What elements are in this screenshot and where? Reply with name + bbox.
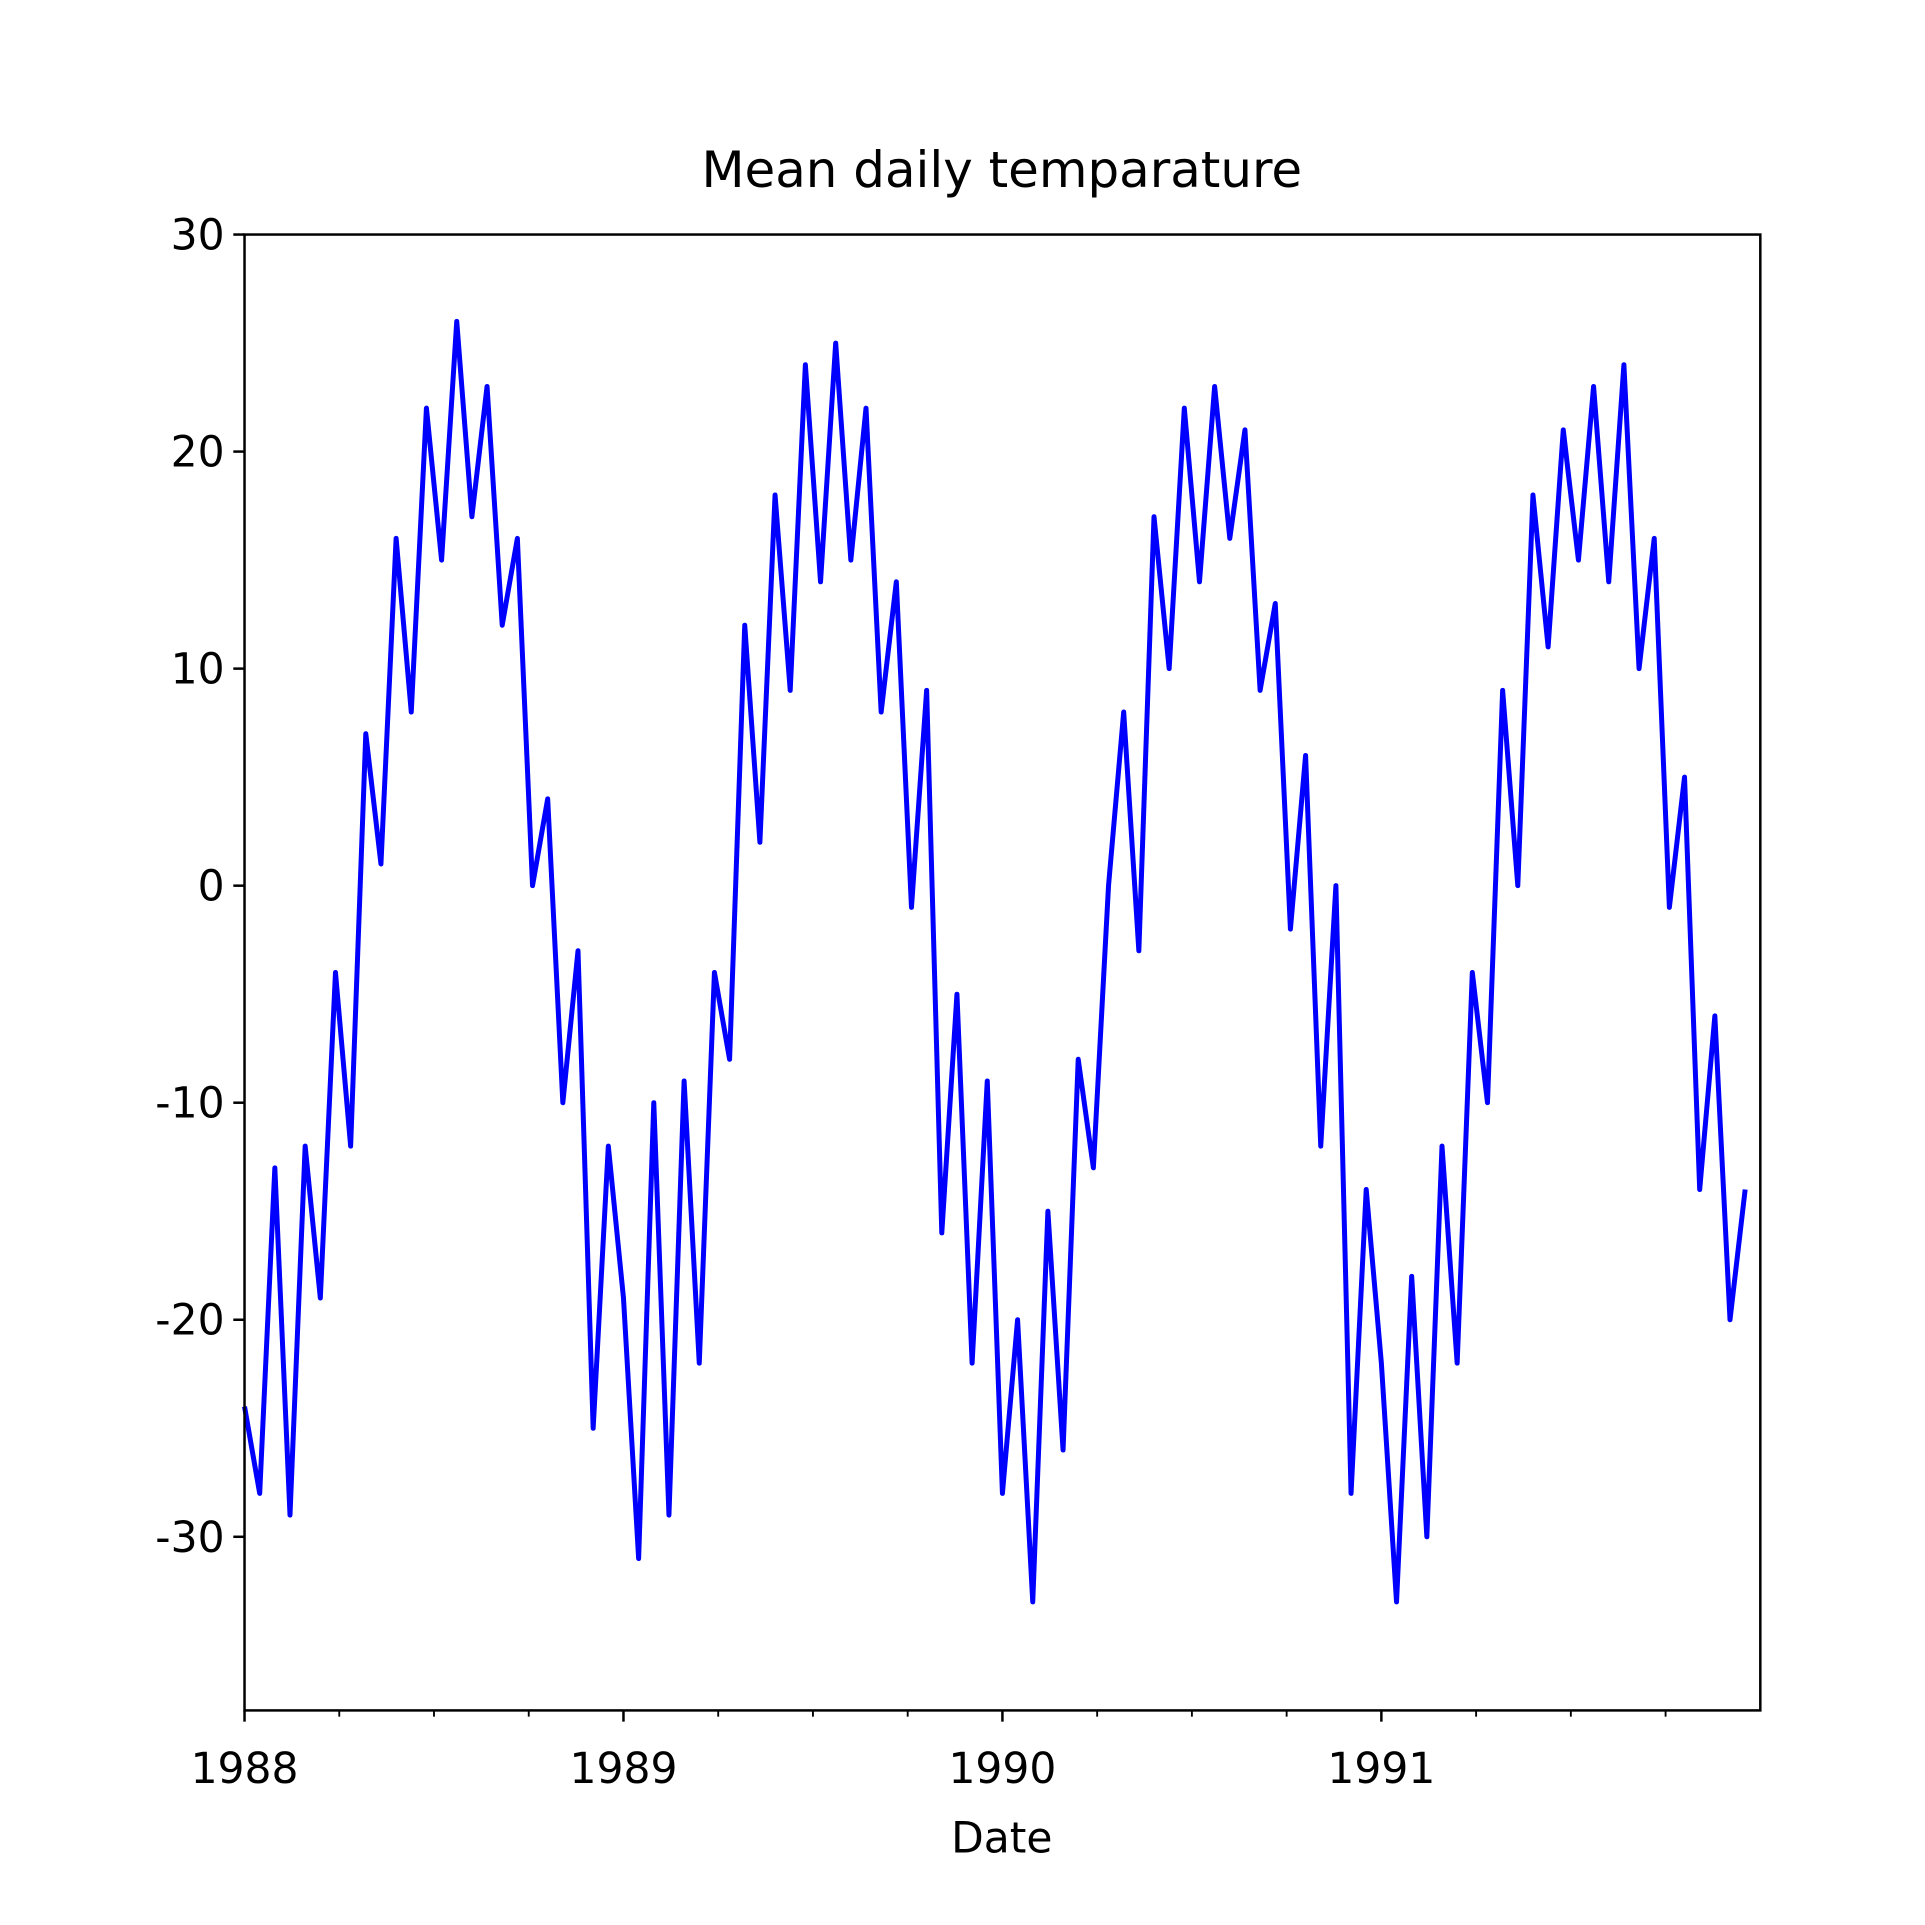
x-tick-label: 1989 (570, 1745, 678, 1794)
data-line (242, 318, 1748, 1605)
y-tick-label: 20 (171, 429, 225, 478)
y-tick-label: -10 (155, 1080, 224, 1129)
y-tick-label: -20 (155, 1297, 224, 1346)
plot-frame (243, 233, 1762, 1712)
chart-title: Mean daily temparature (701, 141, 1302, 199)
x-tick-label: 1990 (948, 1745, 1056, 1794)
y-tick-label: -30 (155, 1514, 224, 1563)
x-tick-label: 1988 (191, 1745, 299, 1794)
y-tick-label: 30 (171, 212, 225, 261)
x-axis-label: Date (951, 1815, 1052, 1864)
y-tick-label: 10 (171, 646, 225, 695)
x-tick-label: 1991 (1327, 1745, 1435, 1794)
y-tick-label: 0 (198, 863, 225, 912)
